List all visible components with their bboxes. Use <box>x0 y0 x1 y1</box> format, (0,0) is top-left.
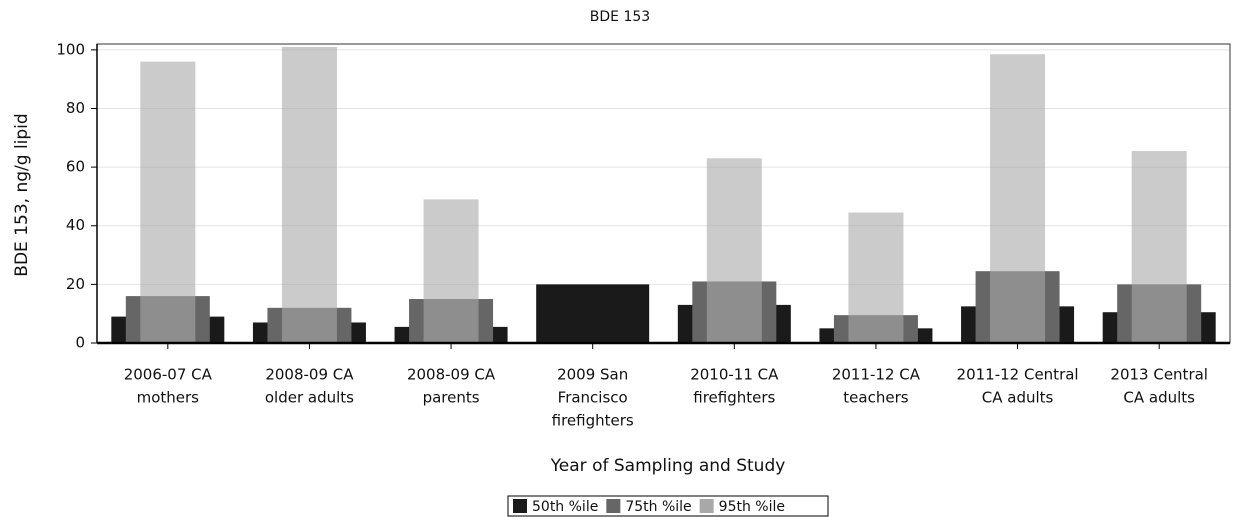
plot-frame <box>96 43 1231 344</box>
x-tick-label: 2011-12 CA <box>832 366 921 384</box>
chart-title: BDE 153 <box>590 9 650 25</box>
bar <box>848 212 904 343</box>
legend-swatch <box>699 499 714 513</box>
x-tick-label: 2008-09 CA <box>407 366 496 384</box>
y-tick-label: 80 <box>66 99 85 117</box>
x-tick-label: 2011-12 Central <box>957 366 1079 384</box>
x-tick-label: 2009 San <box>557 366 628 384</box>
legend-label: 75th %ile <box>625 499 691 515</box>
bar <box>536 284 650 343</box>
x-tick-label: teachers <box>843 389 908 407</box>
x-tick-label: Francisco <box>558 389 628 407</box>
y-tick-label: 60 <box>66 158 85 176</box>
bar <box>423 199 479 343</box>
y-tick-label: 100 <box>56 40 85 58</box>
x-tick-label: mothers <box>137 389 200 407</box>
legend-box <box>507 495 829 517</box>
x-tick-label: 2008-09 CA <box>265 366 354 384</box>
x-tick-label: 2013 Central <box>1110 366 1208 384</box>
bar <box>990 54 1046 344</box>
bar <box>281 46 337 344</box>
bar <box>706 158 762 343</box>
y-tick-label: 20 <box>66 275 85 293</box>
x-tick-label: CA adults <box>1123 389 1195 407</box>
legend-label: 95th %ile <box>719 499 785 515</box>
x-tick-label: 2006-07 CA <box>124 366 213 384</box>
x-tick-label: older adults <box>265 389 354 407</box>
x-tick-label: firefighters <box>552 412 634 430</box>
bar <box>140 61 196 344</box>
x-tick-label: firefighters <box>693 389 775 407</box>
legend-swatch <box>606 499 621 513</box>
bar <box>1131 150 1187 343</box>
y-axis-title: BDE 153, ng/g lipid <box>12 113 32 276</box>
x-tick-label: CA adults <box>982 389 1054 407</box>
y-tick-label: 0 <box>75 334 85 352</box>
x-tick-label: parents <box>423 389 480 407</box>
legend-label: 50th %ile <box>532 499 598 515</box>
x-axis-title: Year of Sampling and Study <box>550 456 786 476</box>
x-tick-label: 2010-11 CA <box>690 366 779 384</box>
y-tick-label: 40 <box>66 216 85 234</box>
legend-swatch <box>513 499 527 513</box>
